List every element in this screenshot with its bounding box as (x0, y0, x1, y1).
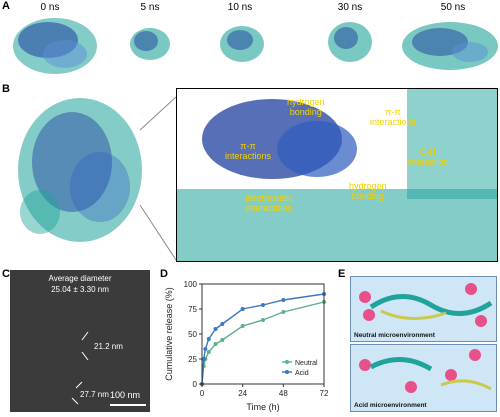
label-hydrogen-bonding-bottom: hydrogen bonding (349, 181, 387, 201)
snapshot-5ns (130, 28, 170, 60)
data-point-acid (201, 357, 206, 361)
time-label-5ns: 5 ns (140, 2, 160, 13)
plot-frame (201, 283, 325, 385)
data-point-acid (220, 322, 225, 326)
data-point-acid (281, 298, 286, 302)
x-tick-label: 72 (320, 389, 329, 398)
legend-label-neutral: Neutral (295, 360, 318, 367)
tem-micrograph: Average diameter 25.04 ± 3.30 nm 21.2 nm… (10, 270, 150, 412)
x-tick-label: 24 (238, 389, 247, 398)
time-label-50ns: 50 ns (440, 2, 466, 13)
acid-env-box: Acid microenvironment (350, 344, 497, 412)
legend-label-acid: Acid (295, 370, 309, 377)
x-axis-label: Time (h) (246, 402, 279, 412)
series-line-acid (201, 293, 325, 385)
label-pi-pi-right: π-π interactions (370, 107, 417, 127)
y-tick-label: 25 (188, 355, 197, 364)
snapshot-50ns (402, 22, 498, 70)
series-line-neutral (201, 301, 325, 385)
panel-label-a: A (2, 0, 10, 12)
label-hydrogen-bonding-top: hydrogen bonding (287, 97, 325, 117)
neutral-env-label: Neutral microenvironment (354, 332, 435, 339)
snapshot-10ns (220, 26, 264, 62)
time-label-30ns: 30 ns (337, 2, 363, 13)
measure-27nm: 27.7 nm (80, 390, 109, 399)
x-tick-label: 0 (200, 389, 205, 398)
label-pi-pi-left: π-π interactions (225, 141, 272, 161)
data-point-acid (206, 337, 211, 341)
md-snapshots-strip (13, 18, 498, 74)
avg-diameter-label: Average diameter (48, 274, 112, 283)
panel-label-d: D (160, 268, 168, 280)
y-axis-label: Cumulative release (%) (164, 287, 174, 381)
panel-label-c: C (2, 268, 10, 280)
interaction-render (177, 89, 497, 261)
release-chart: 0 25 50 75 100 0 24 48 72 Time (h) Cumulative rele… (164, 280, 329, 412)
data-point-acid (261, 303, 265, 307)
data-point-neutral (206, 350, 211, 354)
y-tick-label: 0 (193, 380, 198, 389)
y-tick-label: 50 (188, 330, 197, 339)
panel-label-b: B (2, 83, 10, 95)
label-electrostatic: electrostatic interactions (245, 193, 294, 213)
acid-env-label: Acid microenvironment (354, 402, 427, 409)
neutral-env-box: Neutral microenvironment (350, 276, 497, 342)
snapshot-30ns (328, 22, 372, 62)
measure-21nm: 21.2 nm (94, 342, 123, 351)
data-point-neutral (220, 338, 225, 342)
time-label-10ns: 10 ns (227, 2, 253, 13)
data-point-neutral (213, 342, 218, 346)
y-tick-label: 75 (188, 305, 197, 314)
data-point-neutral (261, 318, 265, 322)
avg-diameter-value: 25.04 ± 3.30 nm (51, 285, 109, 294)
data-point-acid (203, 347, 208, 351)
complex-structure (18, 98, 142, 242)
label-ch-interaction: C-H interaction (407, 147, 449, 167)
y-tick-label: 100 (184, 280, 198, 289)
x-tick-label: 48 (279, 389, 288, 398)
scale-bar-label: 100 nm (110, 390, 141, 400)
interaction-zoom-box: hydrogen bonding π-π interactions π-π in… (176, 88, 498, 262)
time-label-0ns: 0 ns (40, 2, 60, 13)
panel-label-e: E (338, 268, 346, 280)
snapshot-0ns (13, 18, 97, 74)
data-point-acid (240, 307, 245, 311)
data-point-neutral (281, 310, 286, 314)
zoom-guide-lines (140, 96, 177, 261)
legend-marker-acid (285, 370, 289, 374)
data-point-neutral (240, 324, 245, 328)
data-point-acid (213, 327, 218, 331)
measurement-arrows (71, 331, 146, 406)
legend-marker-neutral (285, 360, 289, 364)
